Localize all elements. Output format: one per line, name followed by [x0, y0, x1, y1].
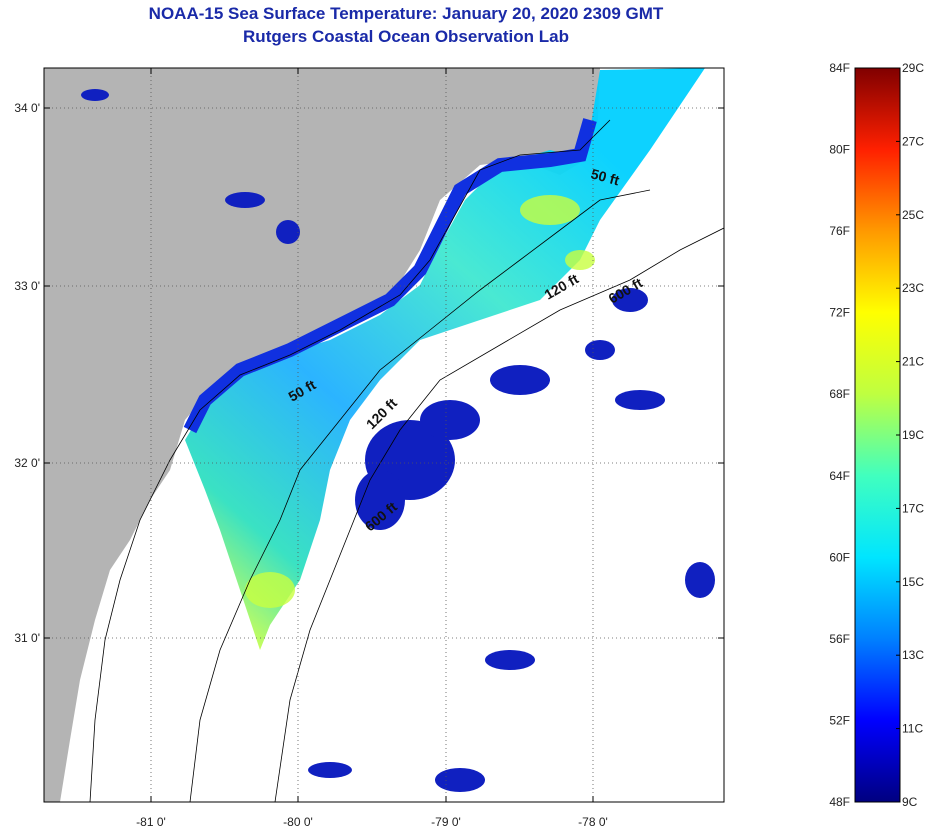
lat-tick-label: 32 0' [14, 456, 40, 470]
colorbar-label-fahrenheit: 48F [829, 795, 850, 809]
cold-patches [81, 89, 715, 792]
colorbar-label-celsius: 19C [902, 428, 924, 442]
lat-tick-label: 34 0' [14, 101, 40, 115]
colorbar-label-fahrenheit: 56F [829, 632, 850, 646]
land-mass [44, 68, 600, 802]
colorbar-label-fahrenheit: 52F [829, 713, 850, 727]
contour-label-50ft-north: 50 ft [589, 165, 621, 188]
colorbar-label-fahrenheit: 64F [829, 469, 850, 483]
lon-tick-label: -81 0' [136, 815, 166, 829]
colorbar-label-fahrenheit: 72F [829, 306, 850, 320]
colorbar-label-fahrenheit: 80F [829, 143, 850, 157]
colorbar-label-celsius: 13C [902, 648, 924, 662]
colorbar-label-celsius: 23C [902, 281, 924, 295]
colorbar-label-celsius: 11C [902, 722, 923, 736]
chart-subtitle: Rutgers Coastal Ocean Observation Lab [243, 27, 569, 46]
colorbar-label-celsius: 25C [902, 208, 924, 222]
cold-nearshore-band [183, 118, 597, 434]
lat-tick-label: 33 0' [14, 279, 40, 293]
colorbar-label-celsius: 29C [902, 61, 924, 75]
chart-title: NOAA-15 Sea Surface Temperature: January… [148, 4, 664, 23]
colorbar-gradient [854, 67, 901, 803]
colorbar-label-fahrenheit: 68F [829, 387, 850, 401]
colorbar: 84F 80F 76F 72F 68F 64F 60F 56F 52F 48F 29C 27C 25C 2… [829, 61, 924, 809]
colorbar-label-celsius: 17C [902, 501, 924, 515]
colorbar-label-celsius: 15C [902, 575, 924, 589]
lon-tick-label: -80 0' [283, 815, 313, 829]
lat-tick-label: 31 0' [14, 631, 40, 645]
graticule [44, 68, 724, 802]
colorbar-label-fahrenheit: 76F [829, 224, 850, 238]
colorbar-label-celsius: 27C [902, 134, 924, 148]
colorbar-label-fahrenheit: 60F [829, 550, 850, 564]
sst-map: 50 ft 120 ft 600 ft 50 ft 120 ft 600 ft … [14, 67, 725, 829]
warm-patches [245, 195, 595, 608]
axis-ticks [44, 68, 724, 802]
colorbar-label-fahrenheit: 84F [829, 61, 850, 75]
lon-tick-label: -78 0' [578, 815, 608, 829]
colorbar-label-celsius: 21C [902, 355, 924, 369]
lon-tick-label: -79 0' [431, 815, 461, 829]
map-frame [43, 67, 725, 803]
colorbar-label-celsius: 9C [902, 795, 918, 809]
